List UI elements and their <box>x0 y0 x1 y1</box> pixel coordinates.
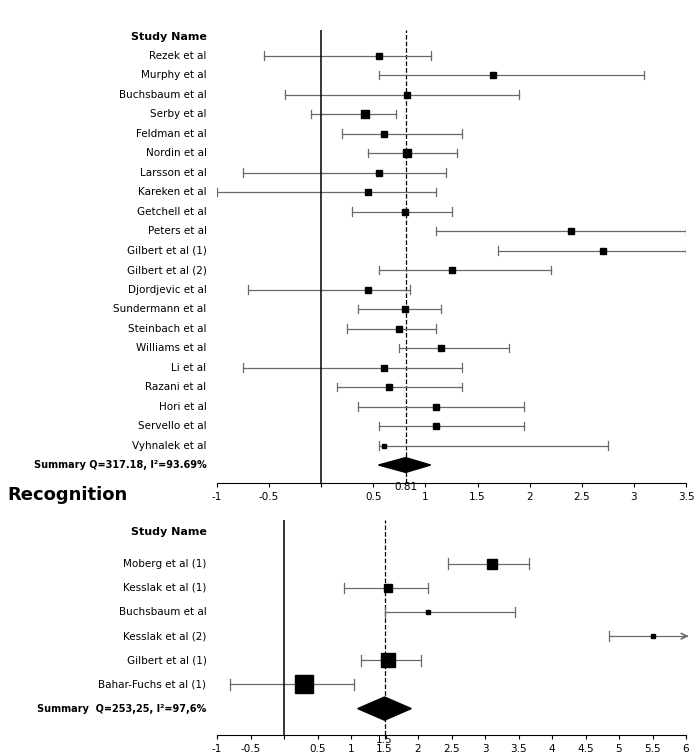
Text: Steinbach et al: Steinbach et al <box>128 323 206 333</box>
Text: Serby et al: Serby et al <box>150 109 206 119</box>
Text: Study Name: Study Name <box>131 527 206 538</box>
Text: Recognition: Recognition <box>7 486 127 504</box>
Text: Bahar-Fuchs et al (1): Bahar-Fuchs et al (1) <box>99 679 206 689</box>
Text: Gilbert et al (1): Gilbert et al (1) <box>127 655 206 665</box>
Text: Buchsbaum et al: Buchsbaum et al <box>119 607 206 617</box>
Text: Nordin et al: Nordin et al <box>146 148 206 158</box>
Text: Li et al: Li et al <box>172 363 206 372</box>
Polygon shape <box>358 697 412 720</box>
Text: Servello et al: Servello et al <box>138 421 206 431</box>
Text: Rezek et al: Rezek et al <box>149 51 206 60</box>
Text: Gilbert et al (1): Gilbert et al (1) <box>127 246 206 256</box>
Polygon shape <box>379 458 430 473</box>
Text: Sundermann et al: Sundermann et al <box>113 304 206 314</box>
Text: Summary Q=317.18, I²=93.69%: Summary Q=317.18, I²=93.69% <box>34 460 206 470</box>
Text: Razani et al: Razani et al <box>146 382 206 392</box>
Text: Buchsbaum et al: Buchsbaum et al <box>119 90 206 100</box>
Text: Summary  Q=253,25, I²=97,6%: Summary Q=253,25, I²=97,6% <box>37 703 206 713</box>
Text: Djordjevic et al: Djordjevic et al <box>127 284 206 295</box>
Text: Feldman et al: Feldman et al <box>136 128 206 139</box>
Text: Vyhnalek et al: Vyhnalek et al <box>132 440 206 450</box>
Text: Hori et al: Hori et al <box>159 402 206 412</box>
Text: Williams et al: Williams et al <box>136 343 206 353</box>
Text: Larsson et al: Larsson et al <box>139 167 206 177</box>
Text: 0.81: 0.81 <box>394 482 417 492</box>
Text: Peters et al: Peters et al <box>148 226 206 236</box>
Text: Murphy et al: Murphy et al <box>141 70 206 80</box>
Text: Kesslak et al (2): Kesslak et al (2) <box>123 631 206 641</box>
Text: 1.5: 1.5 <box>376 734 393 745</box>
Text: Gilbert et al (2): Gilbert et al (2) <box>127 265 206 275</box>
Text: Study Name: Study Name <box>131 32 206 42</box>
Text: Kesslak et al (1): Kesslak et al (1) <box>123 583 206 593</box>
Text: Moberg et al (1): Moberg et al (1) <box>123 559 206 569</box>
Text: Getchell et al: Getchell et al <box>136 207 206 216</box>
Text: Kareken et al: Kareken et al <box>138 187 206 197</box>
